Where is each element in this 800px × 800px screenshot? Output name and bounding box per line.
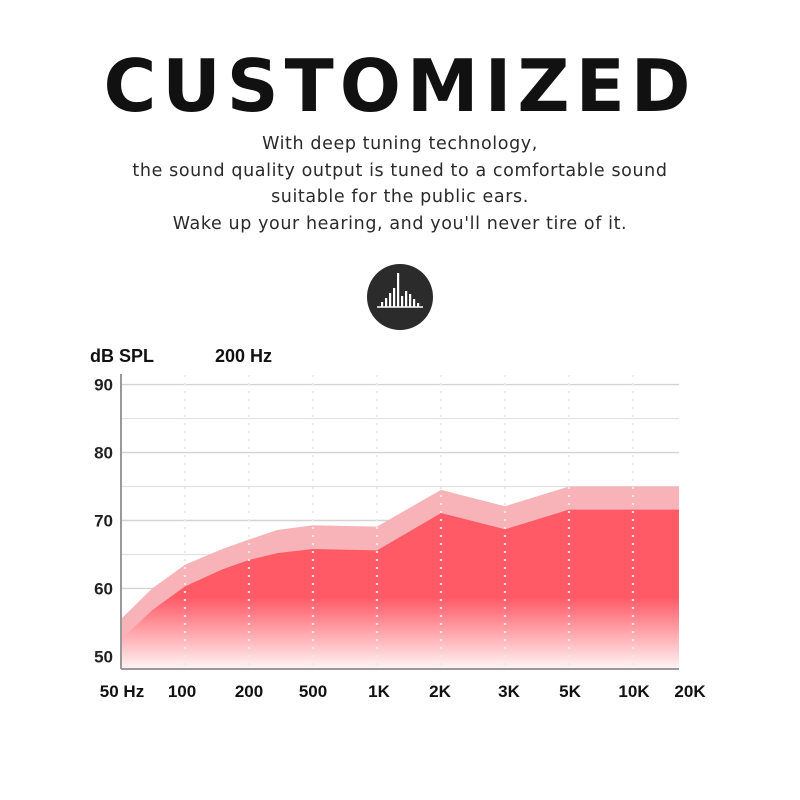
tagline-line: With deep tuning technology, bbox=[262, 134, 538, 154]
x-tick-label: 3K bbox=[498, 682, 520, 701]
x-tick-label: 100 bbox=[168, 682, 196, 701]
annotation-label: 200 Hz bbox=[215, 346, 272, 366]
headline: CUSTOMIZED bbox=[103, 44, 697, 128]
x-tick-label: 2K bbox=[429, 682, 451, 701]
tagline-line: suitable for the public ears. bbox=[271, 187, 529, 207]
tagline: With deep tuning technology, the sound q… bbox=[0, 131, 800, 237]
equalizer-bars-icon bbox=[367, 264, 433, 330]
tagline-line: the sound quality output is tuned to a c… bbox=[132, 160, 668, 181]
x-tick-label: 500 bbox=[299, 682, 327, 701]
y-axis-label: dB SPL bbox=[90, 346, 154, 366]
x-tick-label: 200 bbox=[235, 682, 263, 701]
y-tick-label: 70 bbox=[94, 512, 113, 531]
x-tick-label: 20K bbox=[674, 682, 706, 701]
y-tick-label: 60 bbox=[94, 579, 113, 598]
y-tick-label: 80 bbox=[94, 444, 113, 463]
x-tick-label: 1K bbox=[368, 682, 390, 701]
x-tick-label: 5K bbox=[559, 682, 581, 701]
y-tick-label: 50 bbox=[94, 647, 113, 666]
response-area-lower bbox=[121, 509, 679, 669]
x-tick-label: 50 Hz bbox=[100, 682, 144, 701]
tagline-line: Wake up your hearing, and you'll never t… bbox=[172, 213, 628, 234]
x-tick-label: 10K bbox=[618, 682, 650, 701]
y-tick-label: 90 bbox=[94, 376, 113, 395]
